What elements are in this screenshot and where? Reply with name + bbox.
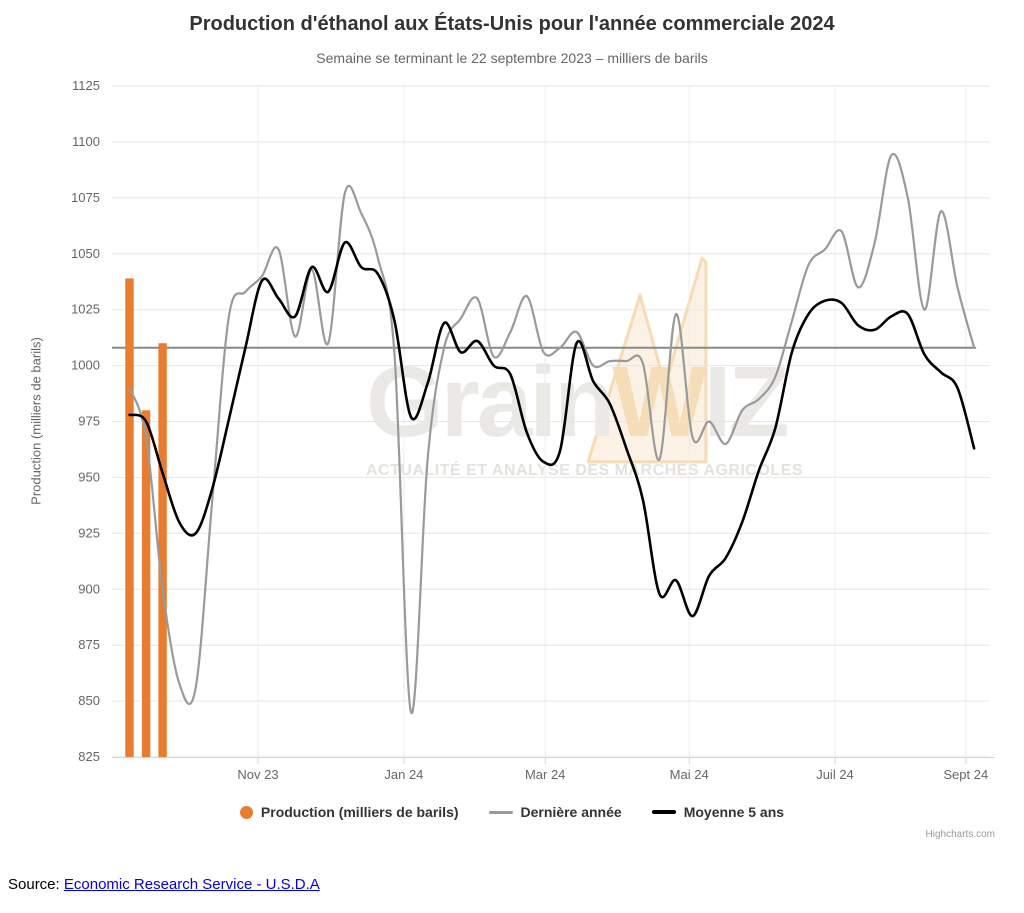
moyenne-5-ans-line[interactable] [128, 240, 976, 618]
y-axis-label: 1025 [71, 302, 100, 317]
chart-title: Production d'éthanol aux États-Unis pour… [189, 13, 835, 35]
x-axis-label: Sept 24 [943, 767, 988, 782]
y-axis-label: 1100 [72, 134, 100, 149]
source-prefix: Source: [8, 876, 64, 893]
x-axis-label: Juil 24 [816, 767, 854, 782]
x-axis-label: Mai 24 [670, 767, 709, 782]
legend-label-derniere-annee: Dernière année [520, 804, 622, 820]
derniere-annee-marker-icon [488, 810, 513, 814]
y-axis-label: 1050 [71, 246, 100, 261]
legend-label-moyenne-5-ans: Moyenne 5 ans [683, 804, 785, 820]
source-line: Source: Economic Research Service - U.S.… [8, 876, 320, 893]
production-bar[interactable] [141, 410, 151, 757]
legend-item-derniere-annee[interactable]: Dernière année [488, 804, 622, 820]
chart-subtitle: Semaine se terminant le 22 septembre 202… [316, 50, 708, 66]
production-marker-icon [239, 805, 253, 819]
production-bar[interactable] [125, 278, 134, 757]
ethanol-production-chart: Production d'éthanol aux États-Unis pour… [0, 13, 1024, 840]
legend-item-production[interactable]: Production (milliers de barils) [239, 804, 459, 820]
y-axis-label: 900 [78, 581, 100, 596]
y-axis-label: 1125 [72, 78, 100, 93]
source-link[interactable]: Economic Research Service - U.S.D.A [63, 876, 320, 893]
y-axis-label: 875 [78, 637, 100, 652]
y-axis-label: 1000 [71, 358, 100, 373]
legend-label-production: Production (milliers de barils) [260, 804, 459, 820]
y-axis-label: 925 [78, 525, 100, 540]
legend-item-moyenne-5-ans[interactable]: Moyenne 5 ans [651, 804, 785, 820]
y-axis-label: 1075 [71, 190, 100, 205]
y-axis-label: 850 [78, 693, 100, 708]
chart-plot-area: 825 850 875 900 925 950 975 1000 1025 1050 1075 110… [71, 78, 995, 782]
highcharts-credits[interactable]: Highcharts.com [925, 829, 995, 840]
x-axis-label: Mar 24 [525, 767, 565, 782]
production-bar[interactable] [158, 343, 167, 757]
y-axis-label: 825 [78, 749, 100, 764]
derniere-annee-line[interactable] [128, 152, 976, 715]
x-axis-label: Jan 24 [384, 767, 423, 782]
y-axis-label: 950 [78, 469, 100, 484]
x-axis-label: Nov 23 [237, 767, 278, 782]
chart-legend: Production (milliers de barils) Dernière… [0, 804, 1024, 820]
y-axis-label: 975 [78, 414, 100, 429]
moyenne-5-ans-marker-icon [651, 810, 676, 814]
